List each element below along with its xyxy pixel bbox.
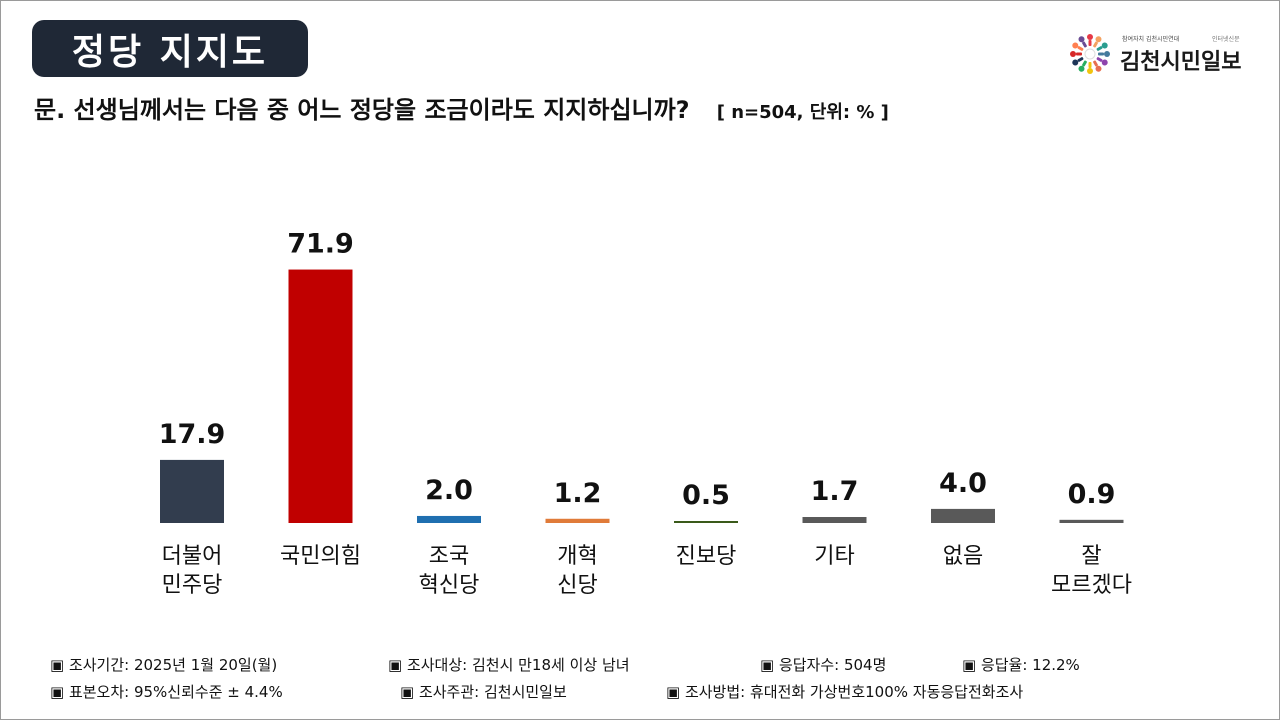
bar-6	[931, 508, 995, 523]
category-label-line: 국민의힘	[280, 544, 361, 569]
category-label-line: 기타	[814, 544, 854, 569]
data-label-4: 0.5	[682, 480, 730, 511]
category-label-line: 없음	[943, 544, 983, 569]
data-label-1: 71.9	[287, 229, 354, 260]
category-label-line: 잘	[1081, 544, 1101, 569]
footer-sampling-error: ▣ 표본오차: 95%신뢰수준 ± 4.4%	[50, 683, 283, 701]
data-label-3: 1.2	[554, 478, 602, 509]
category-label-4: 진보당	[676, 544, 737, 569]
data-label-7: 0.9	[1068, 479, 1116, 510]
category-label-line: 모르겠다	[1051, 573, 1132, 598]
data-label-2: 2.0	[425, 475, 473, 506]
category-label-line: 신당	[557, 573, 597, 598]
bar-1	[288, 269, 353, 523]
bar-5	[802, 517, 867, 523]
footer-method: ▣ 조사방법: 휴대전화 가상번호100% 자동응답전화조사	[666, 683, 1024, 701]
logo-tagline-left: 참여자치 김천시민연대	[1122, 36, 1180, 43]
category-label-5: 기타	[814, 544, 854, 569]
question-text: 문. 선생님께서는 다음 중 어느 정당을 조금이라도 지지하십니까?	[34, 96, 690, 124]
bar-7	[1059, 519, 1124, 523]
logo-tagline-right: 인터넷신문	[1212, 36, 1240, 43]
people-circle-logo-icon	[1070, 34, 1110, 74]
footer-respondents: ▣ 응답자수: 504명	[760, 656, 887, 674]
bar-2	[417, 515, 481, 523]
category-label-line: 민주당	[162, 573, 223, 598]
category-label-line: 개혁	[557, 544, 597, 569]
sample-info: [ n=504, 단위: % ]	[716, 102, 889, 123]
category-label-line: 더불어	[162, 544, 223, 569]
logo-name: 김천시민일보	[1120, 50, 1242, 75]
survey-question: 문. 선생님께서는 다음 중 어느 정당을 조금이라도 지지하십니까? [ n=…	[34, 90, 889, 125]
footer-response-rate: ▣ 응답율: 12.2%	[962, 656, 1080, 674]
footer-survey-target: ▣ 조사대상: 김천시 만18세 이상 남녀	[388, 656, 630, 674]
bar-0	[160, 459, 224, 523]
category-label-1: 국민의힘	[280, 544, 361, 569]
footer-organizer: ▣ 조사주관: 김천시민일보	[400, 683, 567, 701]
page-title: 정당 지지도	[71, 31, 269, 73]
category-label-6: 없음	[943, 544, 983, 569]
data-label-6: 4.0	[939, 468, 987, 499]
title-badge: 정당 지지도	[32, 20, 308, 77]
data-label-0: 17.9	[159, 419, 226, 450]
category-label-line: 조국	[429, 544, 469, 569]
bar-4	[674, 521, 738, 523]
bar-3	[545, 518, 610, 523]
category-label-line: 혁신당	[419, 573, 480, 598]
category-label-line: 진보당	[676, 544, 737, 569]
data-label-5: 1.7	[811, 476, 859, 507]
footer-survey-period: ▣ 조사기간: 2025년 1월 20일(월)	[50, 656, 278, 674]
publisher-logo: 참여자치 김천시민연대 인터넷신문 김천시민일보	[1066, 30, 1258, 78]
